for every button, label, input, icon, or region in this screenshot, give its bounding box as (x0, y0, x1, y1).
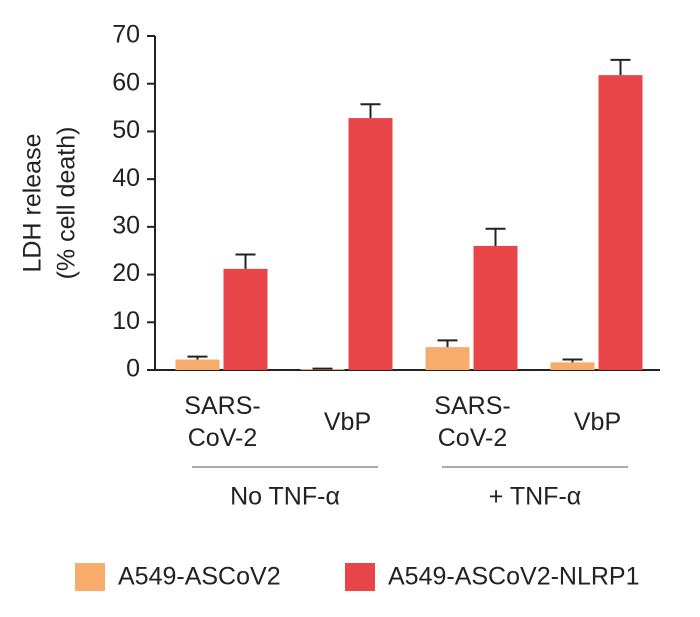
legend-swatch (345, 563, 375, 591)
legend-swatch (75, 563, 105, 591)
bar (598, 75, 643, 370)
bar (348, 118, 393, 370)
y-tick-label: 30 (112, 211, 140, 239)
x-tick-label: SARS- CoV-2 (184, 392, 261, 452)
bar (473, 245, 518, 370)
x-tick-label: VbP (573, 408, 622, 436)
y-tick-label: 50 (112, 116, 140, 144)
y-label-line: LDH release (19, 134, 47, 273)
y-tick-label: 40 (112, 164, 140, 192)
y-tick-label: 70 (112, 21, 140, 49)
x-tick-label: VbP (323, 408, 372, 436)
y-tick-label: 20 (112, 259, 140, 287)
legend-label: A549-ASCoV2-NLRP1 (388, 563, 640, 591)
group-label: + TNF-α (489, 483, 581, 511)
bar (175, 359, 220, 370)
group-label: No TNF-α (230, 483, 340, 511)
x-tick-label: SARS- CoV-2 (434, 392, 511, 452)
y-axis-label: LDH release (% cell death) (19, 127, 81, 280)
bar (223, 268, 268, 370)
bar (425, 347, 470, 370)
y-tick-label: 60 (112, 68, 140, 96)
y-tick-label: 0 (126, 355, 140, 383)
bar (550, 362, 595, 370)
y-label-line: (% cell death) (53, 127, 81, 280)
legend-label: A549-ASCoV2 (118, 563, 281, 591)
y-tick-label: 10 (112, 307, 140, 335)
